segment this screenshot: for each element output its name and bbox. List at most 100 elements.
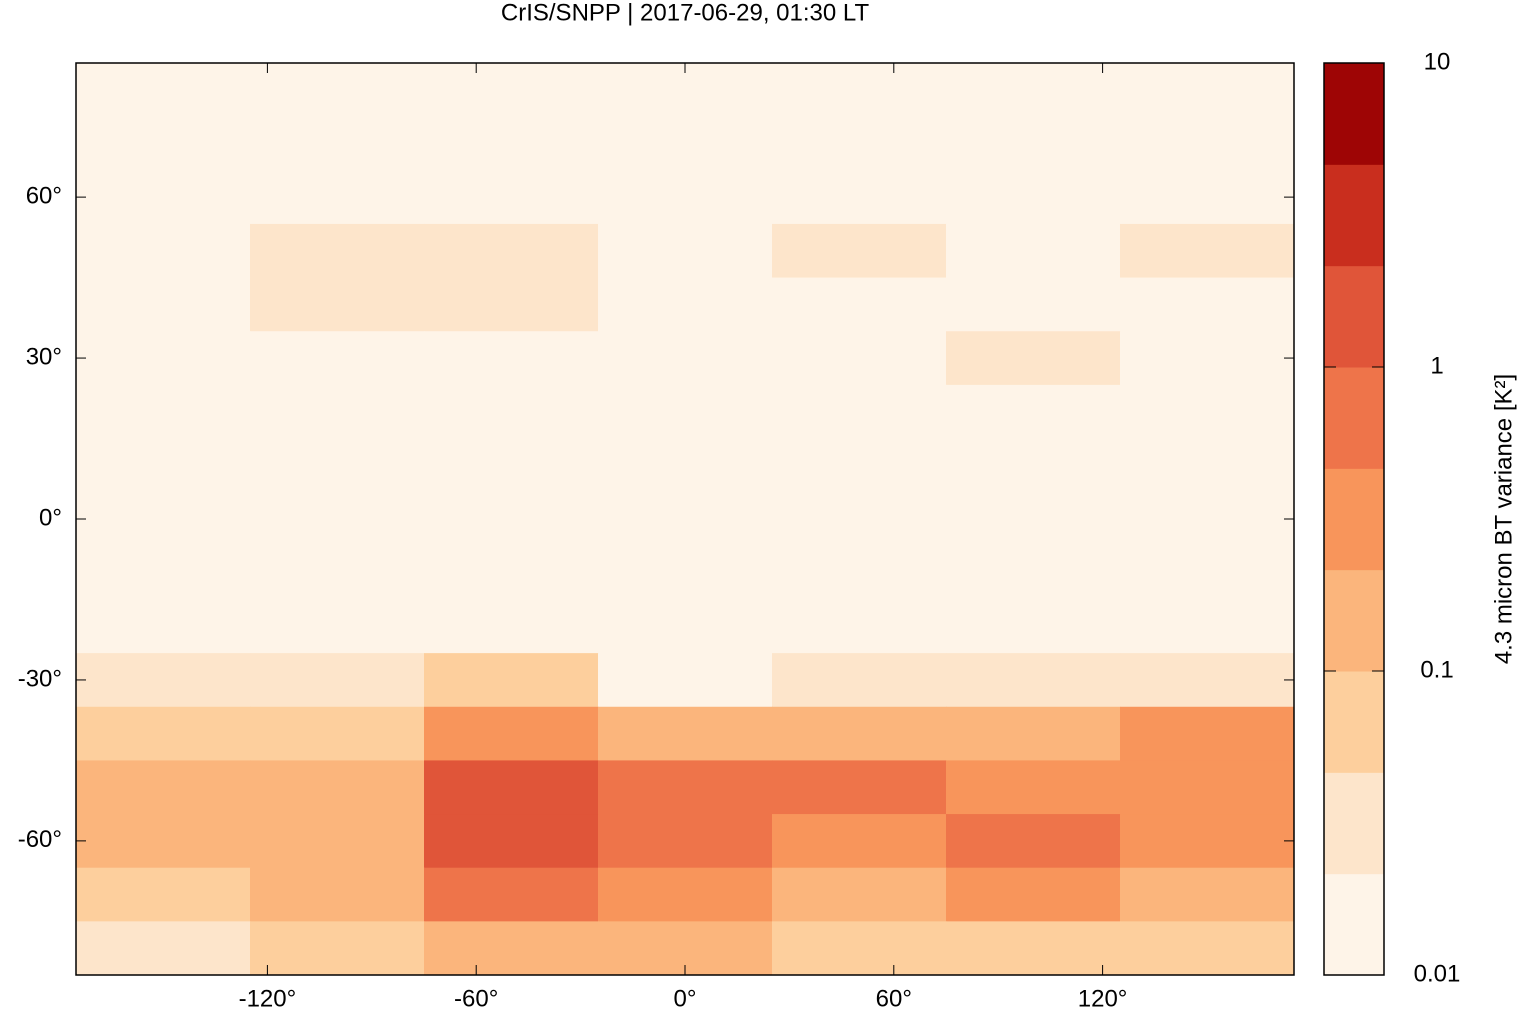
heatmap-cell <box>772 170 947 225</box>
y-tick-label: 0° <box>39 504 62 531</box>
y-tick-label: 60° <box>26 182 62 209</box>
heatmap-cell <box>76 653 251 708</box>
heatmap-cell <box>76 814 251 869</box>
heatmap-cell <box>424 867 599 922</box>
heatmap-cell <box>250 921 425 976</box>
heatmap-cell <box>250 384 425 440</box>
colorbar-frame <box>1323 62 1385 976</box>
heatmap-cell <box>772 706 947 761</box>
heatmap-cell <box>76 223 251 279</box>
heatmap-cell <box>772 814 947 869</box>
heatmap-cell <box>76 492 251 547</box>
heatmap-cell <box>1120 223 1295 279</box>
heatmap-cell <box>76 706 251 761</box>
heatmap-cell <box>1120 760 1295 815</box>
heatmap-cell <box>598 867 773 922</box>
colorbar-band <box>1324 164 1384 267</box>
heatmap-cell <box>598 384 773 440</box>
heatmap-cell <box>424 116 599 171</box>
heatmap-cell <box>946 545 1121 600</box>
heatmap-cell <box>250 599 425 654</box>
colorbar-band <box>1324 772 1384 875</box>
heatmap-cell <box>598 223 773 279</box>
heatmap-cell <box>76 331 251 386</box>
colorbar-band <box>1324 63 1384 165</box>
heatmap-cell <box>424 814 599 869</box>
heatmap-cell <box>424 706 599 761</box>
heatmap-cell <box>250 492 425 547</box>
heatmap-cell <box>1120 545 1295 600</box>
heatmap-cell <box>598 277 773 332</box>
heatmap-cell <box>1120 438 1295 493</box>
heatmap-cell <box>250 867 425 922</box>
heatmap-cell <box>772 599 947 654</box>
heatmap-cell <box>424 170 599 225</box>
heatmap-cell <box>946 384 1121 440</box>
heatmap-cell <box>946 492 1121 547</box>
heatmap-cell <box>772 331 947 386</box>
heatmap-cell <box>598 545 773 600</box>
heatmap-cell <box>424 545 599 600</box>
heatmap-cell <box>946 116 1121 171</box>
x-tick-label: -120° <box>239 985 297 1012</box>
heatmap-cell <box>76 760 251 815</box>
heatmap-cell <box>250 706 425 761</box>
heatmap-cell <box>772 653 947 708</box>
heatmap-cell <box>76 277 251 332</box>
heatmap-cell <box>946 438 1121 493</box>
heatmap-cell <box>946 706 1121 761</box>
heatmap-cell <box>250 116 425 171</box>
heatmap-cell <box>946 921 1121 976</box>
heatmap-cell <box>1120 384 1295 440</box>
heatmap-cell <box>946 331 1121 386</box>
x-tick-label: 0° <box>674 985 697 1012</box>
heatmap-cell <box>946 277 1121 332</box>
heatmap-cell <box>1120 653 1295 708</box>
colorbar-tick-label: 1 <box>1430 352 1443 379</box>
x-tick-label: 60° <box>876 985 912 1012</box>
chart-title: CrIS/SNPP | 2017-06-29, 01:30 LT <box>501 0 870 26</box>
heatmap-cell <box>250 277 425 332</box>
heatmap-cell <box>424 599 599 654</box>
y-tick-label: -60° <box>18 826 62 853</box>
heatmap-cell <box>424 438 599 493</box>
colorbar-tick-label: 0.1 <box>1420 656 1453 683</box>
colorbar-band <box>1324 873 1384 976</box>
heatmap-cell <box>250 760 425 815</box>
heatmap-cell <box>250 545 425 600</box>
y-tick-label: 30° <box>26 343 62 370</box>
heatmap-cell <box>1120 814 1295 869</box>
heatmap-cell <box>424 331 599 386</box>
heatmap-cell <box>772 545 947 600</box>
heatmap-cell <box>772 921 947 976</box>
heatmap-cell <box>772 384 947 440</box>
colorbar-tick-label: 10 <box>1424 48 1451 75</box>
heatmap-cell <box>598 331 773 386</box>
heatmap-cell <box>1120 492 1295 547</box>
heatmap-cell <box>598 599 773 654</box>
heatmap-cell <box>598 760 773 815</box>
heatmap-cell <box>424 384 599 440</box>
heatmap-cell <box>76 921 251 976</box>
heatmap-cell <box>772 760 947 815</box>
heatmap-cell <box>946 760 1121 815</box>
heatmap-cell <box>1120 706 1295 761</box>
heatmap-cell <box>250 653 425 708</box>
heatmap-cell <box>598 438 773 493</box>
colorbar-band <box>1324 569 1384 672</box>
y-tick-label: -30° <box>18 665 62 692</box>
heatmap-cell <box>598 116 773 171</box>
heatmap-cell <box>250 814 425 869</box>
heatmap-cell <box>772 867 947 922</box>
heatmap-cell <box>76 545 251 600</box>
heatmap-cell <box>76 867 251 922</box>
heatmap-cell <box>1120 116 1295 171</box>
heatmap-cell <box>946 867 1121 922</box>
heatmap-cell <box>76 116 251 171</box>
heatmap-cell <box>946 653 1121 708</box>
heatmap-cell <box>1120 331 1295 386</box>
heatmap-cell <box>424 277 599 332</box>
x-tick-label: -60° <box>454 985 498 1012</box>
